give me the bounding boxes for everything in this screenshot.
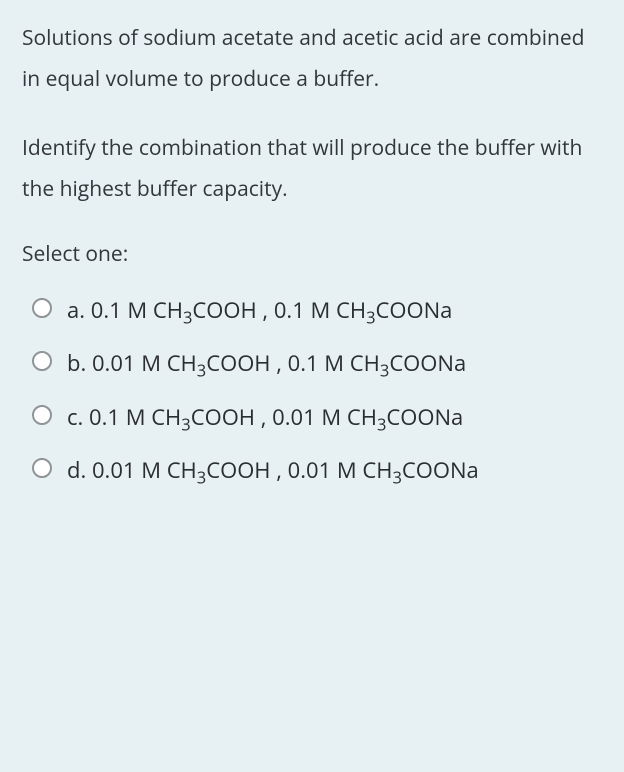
option-formula-part: COOH , 0.1 M CH (206, 348, 380, 378)
question-container: Solutions of sodium acetate and acetic a… (0, 0, 624, 515)
option-formula-part: COONa (386, 402, 463, 432)
option-c-text: c. 0.1 M CH3COOH , 0.01 M CH3COONa (67, 399, 463, 436)
option-formula-part: 0.01 M CH (92, 348, 197, 378)
subscript: 3 (392, 465, 401, 488)
option-formula-part: COOH , 0.1 M CH (192, 295, 366, 325)
subscript: 3 (380, 359, 389, 382)
option-formula-part: COOH , 0.01 M CH (206, 455, 392, 485)
option-a[interactable]: a. 0.1 M CH3COOH , 0.1 M CH3COONa (22, 284, 604, 337)
subscript: 3 (366, 305, 375, 328)
option-formula-part: COONa (402, 455, 479, 485)
option-formula-part: 0.1 M CH (89, 402, 181, 432)
question-paragraph-2: Identify the combination that will produ… (22, 128, 604, 210)
subscript: 3 (197, 359, 206, 382)
option-formula-part: COOH , 0.01 M CH (191, 402, 377, 432)
option-letter: b. (67, 348, 86, 378)
subscript: 3 (377, 412, 386, 435)
option-formula-part: 0.1 M CH (91, 295, 183, 325)
option-letter: c. (67, 402, 83, 432)
options-group: a. 0.1 M CH3COOH , 0.1 M CH3COONa b. 0.0… (22, 284, 604, 498)
option-b-text: b. 0.01 M CH3COOH , 0.1 M CH3COONa (67, 345, 466, 382)
option-c[interactable]: c. 0.1 M CH3COOH , 0.01 M CH3COONa (22, 391, 604, 444)
subscript: 3 (183, 305, 192, 328)
option-formula-part: COONa (389, 348, 466, 378)
option-d-text: d. 0.01 M CH3COOH , 0.01 M CH3COONa (67, 452, 479, 489)
subscript: 3 (197, 465, 206, 488)
option-b[interactable]: b. 0.01 M CH3COOH , 0.1 M CH3COONa (22, 337, 604, 390)
option-letter: a. (67, 295, 85, 325)
option-d[interactable]: d. 0.01 M CH3COOH , 0.01 M CH3COONa (22, 444, 604, 497)
option-formula-part: 0.01 M CH (92, 455, 197, 485)
radio-icon[interactable] (32, 351, 52, 371)
subscript: 3 (181, 412, 190, 435)
option-a-text: a. 0.1 M CH3COOH , 0.1 M CH3COONa (67, 292, 452, 329)
select-one-label: Select one: (22, 240, 604, 268)
question-stem: Solutions of sodium acetate and acetic a… (22, 18, 604, 210)
option-formula-part: COONa (376, 295, 453, 325)
radio-icon[interactable] (32, 298, 52, 318)
radio-icon[interactable] (32, 458, 52, 478)
radio-icon[interactable] (32, 405, 52, 425)
option-letter: d. (67, 455, 86, 485)
question-paragraph-1: Solutions of sodium acetate and acetic a… (22, 18, 604, 100)
